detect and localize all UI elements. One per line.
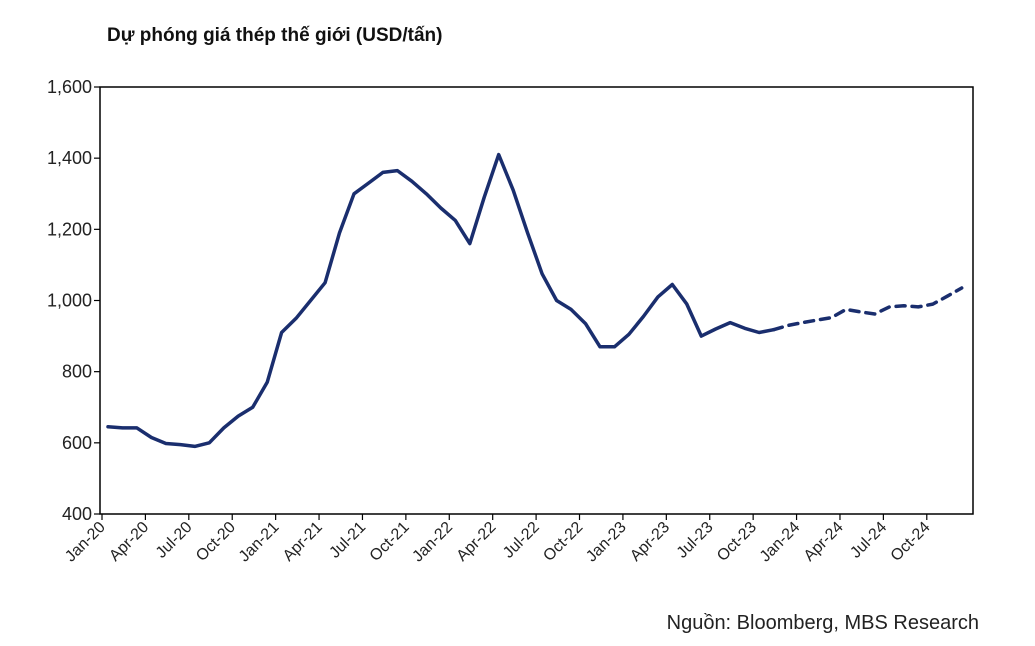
forecast-line [771,286,964,332]
x-tick-label: Jul-23 [674,519,717,562]
x-tick-label: Jan-23 [583,519,630,566]
y-tick-label: 1,000 [47,291,92,311]
y-tick-label: 1,400 [47,148,92,168]
x-tick-label: Jan-21 [236,519,283,566]
x-tick-label: Oct-23 [714,519,760,565]
actual-line [106,152,776,449]
y-tick-label: 800 [62,362,92,382]
x-tick-label: Apr-23 [627,519,673,565]
x-tick-label: Apr-21 [280,519,326,565]
x-tick-label: Apr-20 [106,519,152,565]
x-tick-label: Oct-22 [540,519,586,565]
x-tick-label: Jul-21 [326,519,369,562]
y-tick-label: 600 [62,433,92,453]
plot-frame [99,86,974,515]
y-tick-label: 400 [62,504,92,524]
x-tick-label: Apr-22 [454,519,500,565]
y-tick-label: 1,600 [47,77,92,97]
x-tick-label: Jul-20 [153,519,196,562]
x-tick-label: Jan-20 [62,519,109,566]
x-tick-label: Jul-22 [500,519,543,562]
x-tick-label: Apr-24 [801,519,847,565]
chart-title: Dự phóng giá thép thế giới (USD/tấn) [107,25,443,46]
x-tick-label: Jan-24 [757,519,804,566]
x-tick-label: Jan-22 [409,519,456,566]
x-tick-label: Oct-24 [888,519,934,565]
x-tick-label: Oct-21 [367,519,413,565]
y-tick-label: 1,200 [47,219,92,239]
source-note: Nguồn: Bloomberg, MBS Research [666,612,979,634]
x-tick-label: Oct-20 [193,519,239,565]
x-tick-label: Jul-24 [847,519,890,562]
